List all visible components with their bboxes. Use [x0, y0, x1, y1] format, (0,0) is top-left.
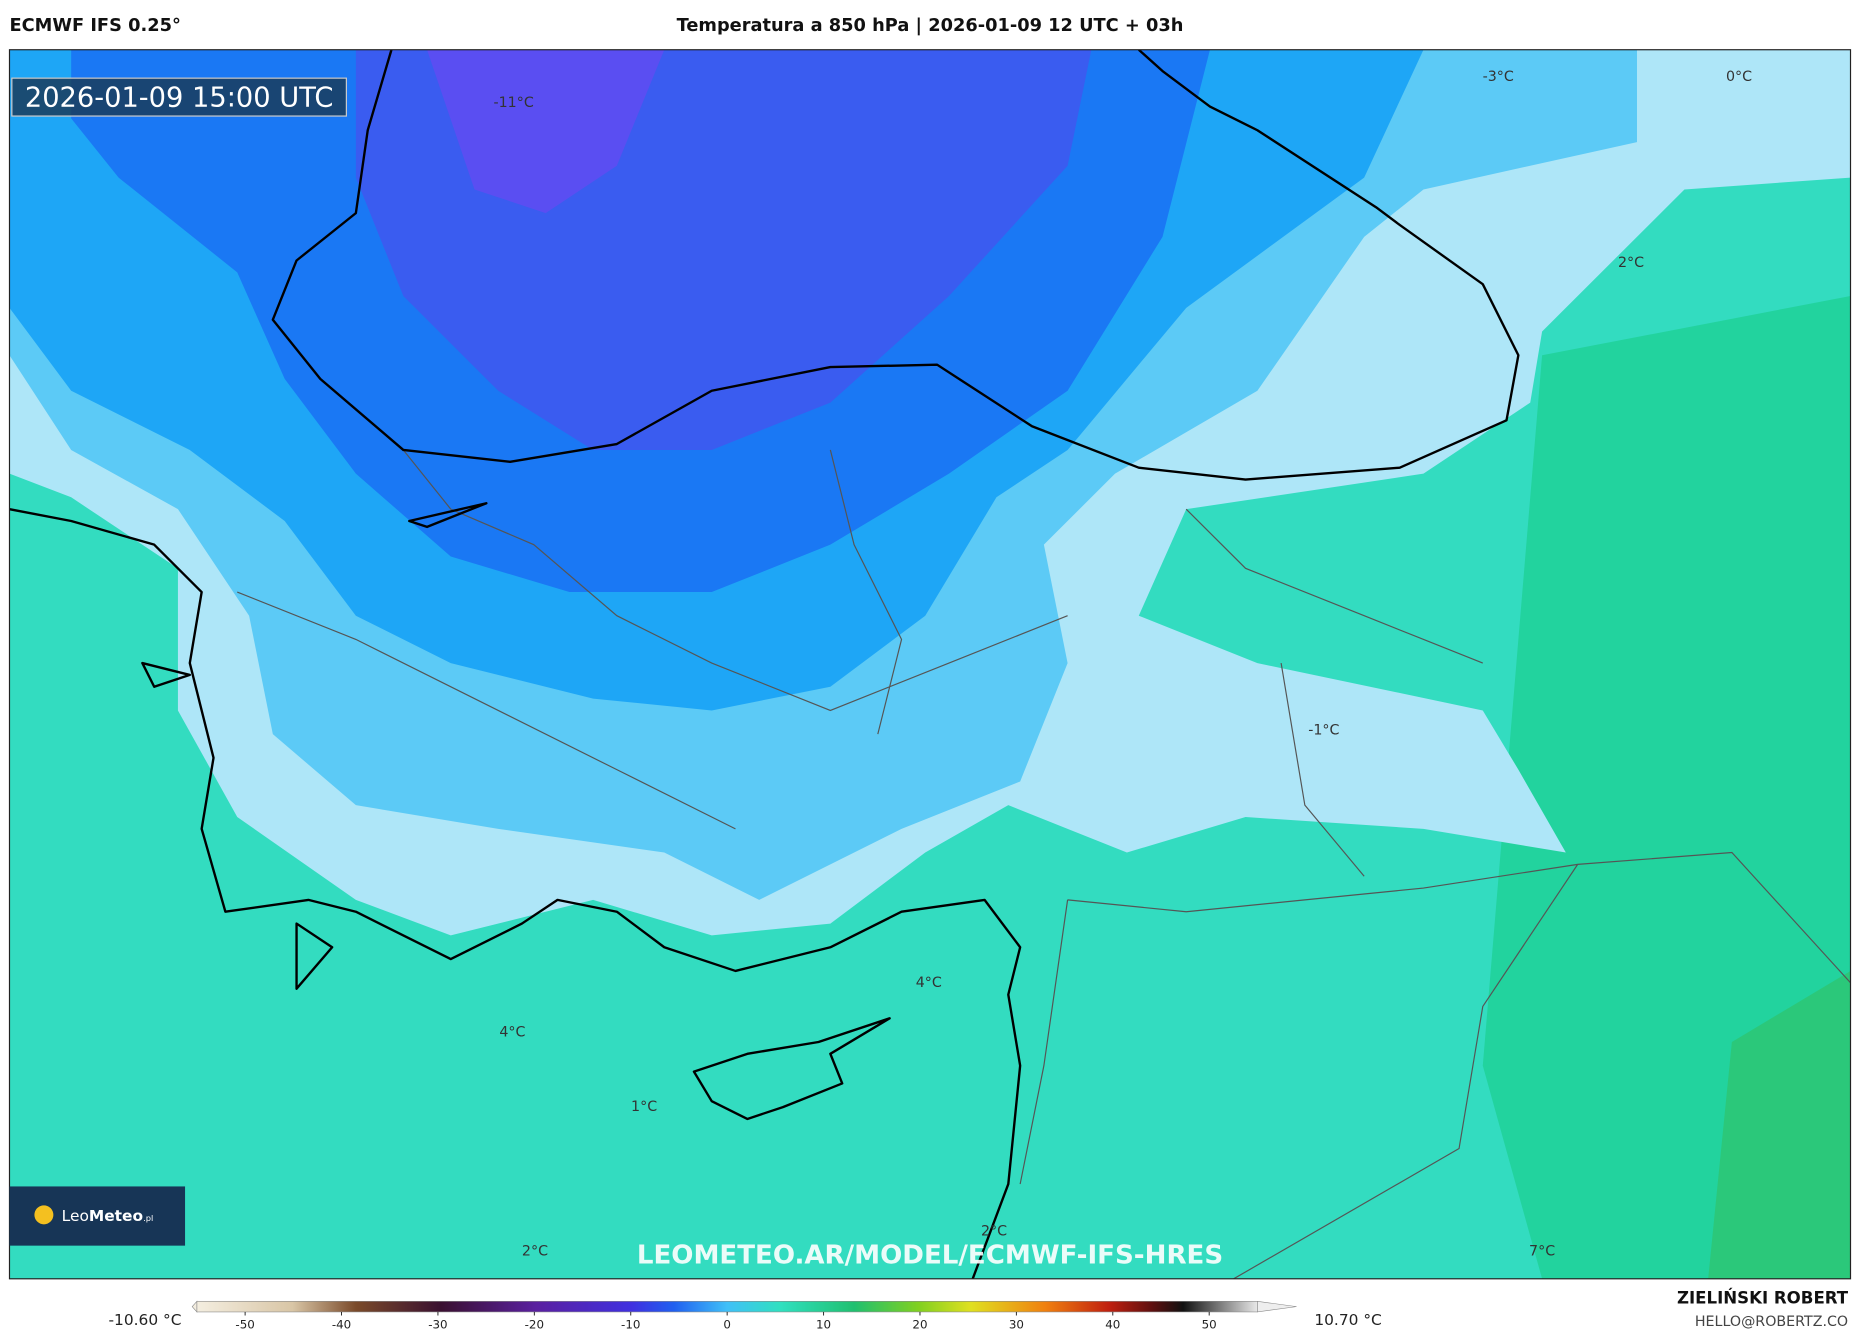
colorbar-tick-label: 50 [1202, 1318, 1217, 1332]
email: HELLO@ROBERTZ.CO [1695, 1314, 1848, 1330]
logo-meteo: Meteo [89, 1207, 143, 1225]
colorbar-tick-label: 40 [1105, 1318, 1120, 1332]
contour-labels: -11°C -3°C 0°C 2°C -1°C 4°C 4°C 1°C 2°C 2°C 7°C [493, 69, 1752, 1260]
valid-time: 2026-01-09 15:00 UTC [25, 83, 334, 114]
logo-text: LeoMeteo.pl [62, 1207, 154, 1225]
map-title: Temperatura a 850 hPa | 2026-01-09 12 UT… [677, 16, 1184, 36]
contour-label: -3°C [1483, 69, 1514, 85]
cyprus [692, 1017, 891, 1121]
contour-label: 4°C [916, 975, 942, 991]
contour-label: 1°C [631, 1099, 657, 1115]
colorbar-min-label: -10.60 °C [108, 1311, 181, 1329]
contour-label: 0°C [1726, 69, 1752, 85]
contour-label: 2°C [1618, 255, 1644, 271]
islands [141, 502, 488, 990]
colorbar-tick-label: 10 [816, 1318, 831, 1332]
map-frame [8, 49, 1852, 1280]
colorbar-tick-label: -40 [332, 1318, 351, 1332]
contour-label: -11°C [493, 95, 533, 111]
black-sea-coast [271, 49, 1520, 481]
borders [237, 449, 1851, 1279]
valid-time-box [11, 77, 347, 117]
logo-suffix: .pl [143, 1213, 153, 1223]
colorbar-max-label: 10.70 °C [1314, 1311, 1381, 1329]
logo-sun [34, 1205, 54, 1225]
colorbar-tick-label: 30 [1009, 1318, 1024, 1332]
colorbar-arrow-right [1257, 1300, 1297, 1313]
colorbar-tick-label: -10 [621, 1318, 640, 1332]
author: ZIELIŃSKI ROBERT [1677, 1289, 1849, 1308]
contour-label: 2°C [981, 1223, 1007, 1239]
field-warmer [1708, 970, 1851, 1279]
colorbar-tick-label: -20 [525, 1318, 544, 1332]
contour-label: 2°C [522, 1244, 548, 1260]
logo-leo: Leo [62, 1207, 89, 1225]
colorbar: -50 -40 -30 -20 -10 0 10 20 30 40 50 [191, 1300, 1297, 1332]
colorbar-tick-label: -50 [235, 1318, 254, 1332]
colorbar-bar [196, 1300, 1258, 1313]
contour-label: -1°C [1308, 723, 1339, 739]
colorbar-tick-label: 0 [723, 1318, 731, 1332]
map: -11°C -3°C 0°C 2°C -1°C 4°C 4°C 1°C 2°C 2°C 7°C [9, 49, 1851, 1279]
model-name: ECMWF IFS 0.25° [9, 16, 180, 36]
watermark: LEOMETEO.AR/MODEL/ECMWF-IFS-HRES [637, 1240, 1223, 1270]
contour-label: 7°C [1529, 1244, 1555, 1260]
mediterranean-coast [9, 507, 1022, 1279]
colorbar-tick-label: 20 [912, 1318, 927, 1332]
field-coldest [427, 49, 665, 214]
contour-label: 4°C [499, 1025, 525, 1041]
colorbar-tick-label: -30 [428, 1318, 447, 1332]
colorbar-arrow-left [191, 1300, 198, 1313]
